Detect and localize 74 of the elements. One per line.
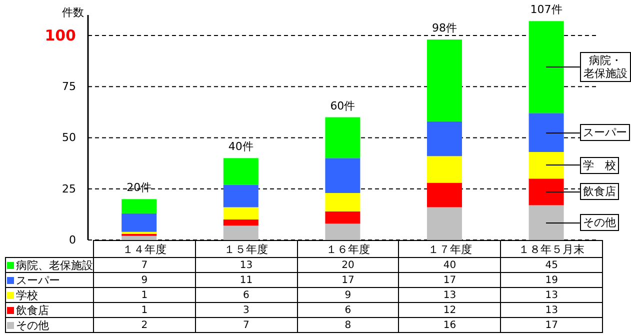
bar — [426, 182, 462, 208]
y-tick-label: 25 — [62, 182, 76, 196]
y-tick-label: 0 — [69, 234, 76, 246]
bar — [528, 21, 564, 114]
bar — [122, 199, 157, 214]
bar — [426, 156, 462, 183]
legend-label: 病院、老保施設 — [6, 258, 94, 272]
data-label: 9 — [94, 272, 196, 288]
data-label: 13 — [500, 288, 602, 302]
legend-label: その他 — [6, 318, 94, 332]
total-label: 98件 — [432, 22, 457, 35]
x-tick-label: １８年５月末 — [500, 240, 602, 258]
data-label: 6 — [195, 288, 298, 302]
data-label: 6 — [297, 302, 399, 318]
annotation: 病院・老保施設 — [583, 54, 628, 80]
x-tick-label: １６年度 — [297, 240, 399, 258]
bar — [325, 192, 360, 212]
bar — [426, 207, 462, 240]
data-label: 40 — [398, 258, 501, 272]
data-label: 17 — [500, 318, 602, 332]
bar — [426, 40, 462, 122]
legend-label: スーパー — [6, 272, 94, 288]
bar — [122, 213, 157, 232]
data-label: 7 — [94, 258, 196, 272]
data-label: 9 — [297, 288, 399, 302]
bar — [528, 113, 564, 152]
annotation: その他 — [583, 216, 616, 230]
data-label: 17 — [398, 272, 501, 288]
bar — [528, 205, 564, 240]
bar — [325, 117, 360, 158]
annotation: 飲食店 — [583, 185, 616, 198]
y-tick-label: 50 — [62, 131, 76, 144]
data-label: 8 — [297, 318, 399, 332]
bar — [426, 121, 462, 156]
legend-label: 学校 — [6, 288, 94, 302]
data-label: 3 — [195, 302, 298, 318]
data-label: 2 — [94, 318, 196, 332]
bar — [223, 184, 258, 208]
bar — [223, 207, 258, 220]
data-label: 12 — [398, 302, 501, 318]
total-label: 107件 — [530, 3, 562, 16]
y-axis-title: 件数 — [62, 5, 84, 20]
data-label: 13 — [398, 288, 501, 302]
data-label: 13 — [195, 258, 298, 272]
data-label: 7 — [195, 318, 298, 332]
legend-label: 飲食店 — [6, 302, 94, 318]
bar — [223, 220, 258, 226]
data-label: 13 — [500, 302, 602, 318]
y-tick-label: 100 — [44, 26, 76, 44]
bar — [122, 236, 157, 240]
total-label: 40件 — [228, 140, 254, 154]
total-label: 60件 — [330, 99, 356, 112]
annotation: スーパー — [583, 126, 627, 140]
data-label: 45 — [500, 258, 602, 272]
data-label: 17 — [297, 272, 399, 288]
y-tick-label: 75 — [62, 80, 76, 94]
data-label: 11 — [195, 272, 298, 288]
x-tick-label: １７年度 — [398, 240, 501, 258]
bar — [325, 224, 360, 240]
x-tick-label: １５年度 — [195, 240, 298, 258]
data-label: 1 — [94, 288, 196, 302]
data-label: 16 — [398, 318, 501, 332]
bar — [223, 158, 258, 185]
data-label: 20 — [297, 258, 399, 272]
data-label: 19 — [500, 272, 602, 288]
bar — [325, 158, 360, 193]
data-label: 1 — [94, 302, 196, 318]
total-label: 20件 — [126, 181, 152, 194]
annotation: 学 校 — [583, 158, 616, 172]
bar — [325, 211, 360, 224]
bar — [528, 178, 564, 206]
bar — [223, 226, 258, 240]
bar — [528, 152, 564, 179]
x-tick-label: １４年度 — [94, 240, 196, 258]
